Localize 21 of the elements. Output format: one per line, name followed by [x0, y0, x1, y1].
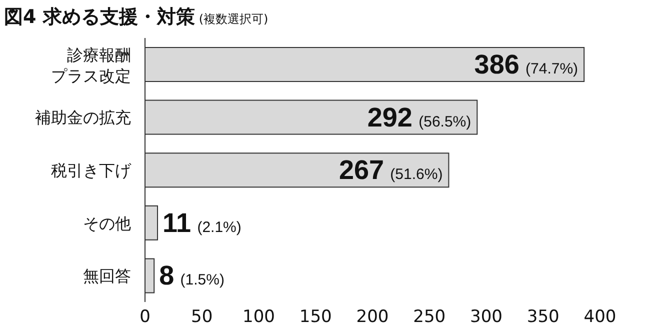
x-tick-label: 400	[584, 307, 616, 328]
y-tick-label: その他	[83, 214, 131, 233]
x-tick-label: 0	[140, 307, 150, 328]
y-tick-label: 税引き下げ	[51, 161, 132, 180]
x-tick-label: 150	[299, 307, 332, 328]
x-tick-label: 250	[413, 307, 446, 328]
x-tick-label: 50	[191, 307, 213, 328]
y-tick-label: 無回答	[83, 266, 131, 286]
x-tick-label: 300	[470, 307, 502, 328]
data-label: 386 (74.7%)	[474, 50, 578, 80]
chart-title: 図4 求める支援・対策	[4, 6, 195, 28]
data-label: 8 (1.5%)	[159, 260, 224, 291]
y-tick-label: 診療報酬プラス改定	[51, 45, 131, 86]
y-tick-label: 補助金の拡充	[35, 108, 131, 128]
data-label: 11 (2.1%)	[162, 208, 242, 238]
data-label: 267 (51.6%)	[338, 155, 443, 186]
x-tick-label: 100	[242, 307, 275, 328]
x-tick-label: 350	[526, 307, 560, 328]
chart-subtitle: (複数選択可)	[198, 12, 268, 26]
data-label: 292 (56.5%)	[367, 102, 472, 132]
x-tick-label: 200	[356, 307, 389, 328]
